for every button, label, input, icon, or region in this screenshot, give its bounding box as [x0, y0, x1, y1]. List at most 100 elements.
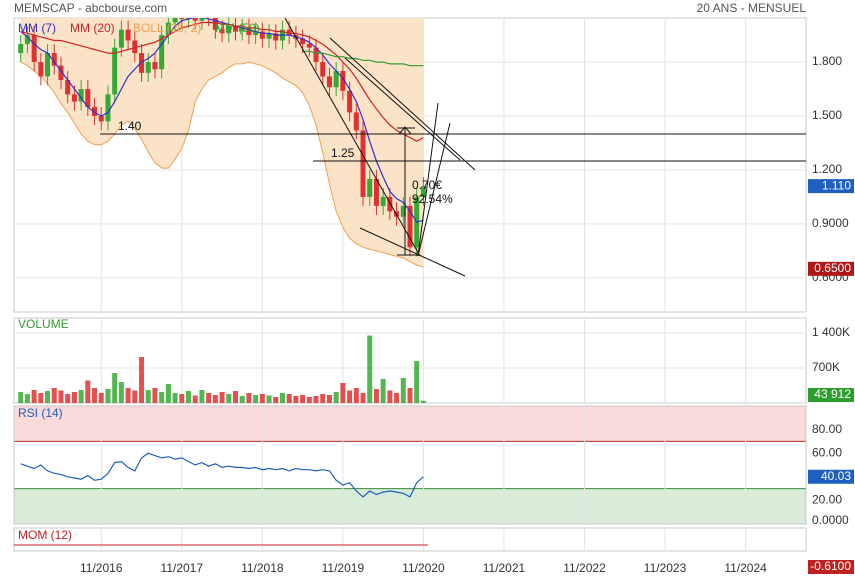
candle-body	[300, 38, 306, 45]
volume-bar	[367, 335, 373, 403]
volume-bar	[105, 389, 111, 403]
volume-bar	[206, 393, 212, 403]
volume-bar	[306, 397, 312, 403]
y-tick-label: 60.00	[812, 445, 842, 459]
volume-bar	[232, 391, 238, 403]
candle-body	[373, 178, 379, 206]
candle-body	[159, 35, 165, 70]
candle-body	[353, 112, 359, 131]
y-tick-label: 80.00	[812, 422, 842, 436]
volume-bar	[360, 393, 366, 403]
value-marker	[808, 560, 854, 574]
level-label: 1.40	[118, 119, 142, 133]
legend-entry: BOLL (20, 2)	[133, 21, 201, 35]
x-tick-label: 11/2018	[241, 561, 284, 575]
value-marker-label: 0.6500	[814, 261, 851, 275]
boll-line	[20, 61, 424, 268]
candle-body	[199, 18, 205, 21]
candle-body	[112, 47, 118, 95]
volume-bar	[340, 383, 346, 403]
candle-body	[246, 27, 252, 36]
volume-bar	[226, 394, 232, 403]
volume-bar	[78, 390, 84, 403]
value-marker-label: 1.110	[822, 178, 851, 192]
x-tick-label: 11/2016	[80, 561, 123, 575]
volume-bar	[286, 394, 292, 403]
volume-bar	[407, 388, 413, 403]
ma-line	[20, 21, 424, 142]
y-tick-label: 700K	[812, 360, 840, 374]
chart-title: MEMSCAP - abcbourse.com	[14, 1, 167, 15]
y-tick-label: 0.0000	[812, 513, 849, 527]
panel-title: MOM (12)	[18, 528, 72, 542]
volume-bar	[253, 395, 259, 403]
volume-bar	[373, 389, 379, 403]
volume-bar	[273, 397, 279, 403]
candle-body	[45, 53, 51, 77]
volume-bar	[31, 390, 37, 403]
value-marker	[808, 388, 854, 402]
volume-bar	[279, 393, 285, 403]
volume-bar	[38, 393, 44, 403]
candle-body	[165, 22, 171, 36]
volume-bar	[239, 396, 245, 403]
candle-body	[313, 47, 319, 63]
candle-body	[139, 53, 145, 73]
candle-body	[407, 205, 413, 248]
volume-bar	[172, 393, 178, 403]
candle-body	[105, 94, 111, 122]
candle-body	[219, 29, 225, 34]
volume-bar	[266, 395, 272, 403]
legend-entry: MM (20)	[70, 21, 115, 35]
measure-arrow	[398, 126, 412, 135]
candle-body	[253, 31, 259, 36]
volume-bar	[92, 388, 98, 403]
candle-body	[92, 107, 98, 116]
legend-entry: MM (7)	[18, 21, 56, 35]
volume-bar	[300, 395, 306, 403]
candle-body	[380, 196, 386, 206]
volume-bar	[139, 357, 145, 403]
chart-subtitle: 20 ANS - MENSUEL	[697, 1, 807, 15]
ma-line	[302, 50, 424, 67]
y-tick-label: 0.9000	[812, 216, 849, 230]
candle-body	[232, 26, 238, 32]
trend-line	[417, 102, 439, 257]
value-marker-label: -0.6100	[810, 559, 851, 573]
volume-bar	[380, 379, 386, 403]
candle-body	[226, 26, 232, 34]
candle-body	[320, 62, 326, 77]
y-tick-label: 1.800	[812, 54, 842, 68]
candle-body	[38, 62, 44, 77]
level-label: 1.25	[331, 146, 355, 160]
y-tick-label: 1.200	[812, 162, 842, 176]
volume-bar	[400, 378, 406, 403]
trend-line	[284, 18, 421, 257]
volume-bar	[293, 396, 299, 403]
candle-body	[192, 18, 198, 21]
volume-bar	[326, 395, 332, 403]
trend-line	[417, 122, 451, 257]
volume-bar	[394, 393, 400, 403]
volume-bar	[112, 373, 118, 403]
plot: 11/2016 11/2017 11/2018 11/2019 11/2020 11/20…	[13, 17, 854, 575]
volume-bar	[420, 400, 426, 403]
candle-body	[367, 178, 373, 197]
x-tick-label: 11/2017	[161, 561, 204, 575]
rsi-zone	[14, 488, 806, 524]
candle-body	[360, 130, 366, 197]
trend-line	[329, 37, 476, 171]
volume-bar	[132, 390, 138, 403]
candle-body	[51, 53, 57, 66]
x-tick-label: 11/2023	[644, 561, 687, 575]
value-marker	[808, 179, 854, 194]
candle-body	[18, 44, 24, 54]
volume-bar	[192, 395, 198, 403]
trendlines	[284, 18, 476, 277]
volume-bar	[152, 388, 158, 403]
candle-body	[347, 90, 353, 113]
candle-body	[259, 31, 265, 39]
value-marker	[808, 469, 854, 484]
candle-body	[24, 35, 30, 45]
y-tick-label: 20.00	[812, 493, 842, 507]
